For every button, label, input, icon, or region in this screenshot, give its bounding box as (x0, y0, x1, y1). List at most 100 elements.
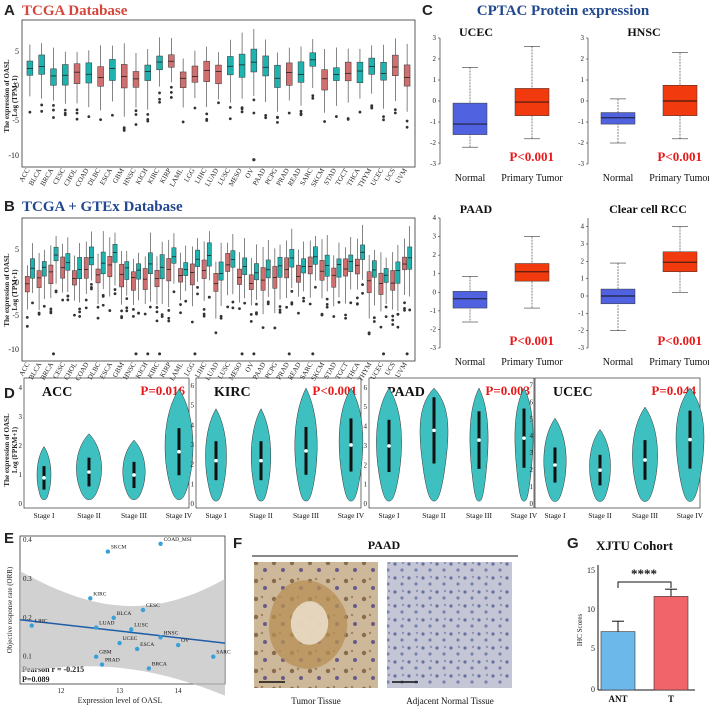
box (344, 61, 352, 82)
outlier (249, 312, 253, 316)
box (402, 256, 407, 271)
outlier (202, 314, 206, 318)
scatter-point-label: COAD_MSI (164, 537, 192, 543)
box (38, 54, 45, 75)
outlier (240, 352, 244, 356)
outlier (113, 288, 117, 291)
cptac-xlabel: Primary Tumor (649, 357, 709, 368)
bar-ant (600, 631, 636, 691)
outlier (302, 296, 306, 300)
outlier (252, 352, 256, 356)
scatter-point-label: HNSC (164, 630, 179, 636)
cancer-label-uvm: UVM (394, 166, 409, 185)
outlier (63, 113, 67, 117)
box (144, 64, 151, 81)
scatter-point (99, 662, 105, 667)
panel-f: F PAAD Tumor Tissue Adjacent Normal Tiss… (233, 535, 518, 706)
outlier (290, 289, 294, 293)
violin-ytick: 3 (364, 442, 368, 450)
violin-ytick: 0 (191, 500, 195, 508)
tumor-lumen-shape (290, 601, 329, 645)
tumor-tissue-label: Tumor Tissue (291, 696, 340, 706)
outlier (202, 312, 206, 316)
cptac-ytick: 4 (433, 214, 437, 222)
outlier (75, 108, 79, 112)
outlier (311, 96, 315, 100)
outlier (148, 305, 152, 309)
outlier (391, 318, 395, 322)
scatter-ytick: 0.3 (23, 575, 32, 583)
cptac-ytick: 1 (433, 76, 437, 84)
outlier (290, 301, 294, 305)
outlier (167, 319, 171, 323)
outlier (334, 115, 338, 118)
panel-b-ytick: 0 (15, 278, 19, 287)
outlier (52, 103, 55, 107)
violin-title: PAAD (387, 385, 425, 400)
outlier (393, 108, 397, 112)
outlier (297, 311, 300, 315)
panel-a-boxes (26, 29, 411, 162)
box (48, 264, 54, 285)
box (356, 61, 364, 83)
box (95, 268, 101, 284)
outlier (78, 307, 82, 311)
outlier (264, 114, 268, 117)
violin-ytick: 5 (530, 415, 534, 423)
violin-pvalue: P=0.016 (140, 383, 185, 398)
bar-label: ANT (608, 694, 627, 704)
cptac-title-2: PAAD (460, 202, 493, 216)
box (260, 267, 266, 291)
panel-b-ylabel: The expression of OASL (3, 253, 11, 327)
outlier (384, 305, 388, 309)
cancer-label-esca: ESCA (98, 167, 114, 187)
violin-median (42, 476, 46, 480)
outlier (167, 316, 171, 320)
panel-a-title: TCGA Database (22, 3, 128, 19)
outlier (134, 352, 138, 356)
outlier (37, 311, 41, 315)
outlier (169, 90, 173, 94)
outlier (73, 313, 76, 317)
outlier (243, 301, 247, 305)
panel-f-letter: F (233, 535, 242, 552)
outlier (299, 113, 303, 117)
scatter-regression-line (19, 618, 226, 644)
violin-median (87, 470, 91, 474)
box (41, 261, 47, 277)
box (171, 247, 177, 264)
outlier (120, 309, 124, 313)
box (156, 55, 163, 71)
box (366, 271, 372, 293)
outlier (391, 314, 395, 318)
outlier (25, 315, 29, 319)
outlier (158, 352, 162, 356)
panel-g-bracket (617, 581, 672, 588)
outlier (361, 291, 364, 295)
outlier (63, 108, 67, 112)
box (119, 263, 124, 288)
outlier (90, 286, 93, 289)
outlier (311, 352, 315, 356)
outlier (146, 112, 150, 116)
cptac-ytick: 1 (433, 270, 437, 278)
outlier (101, 294, 105, 298)
scatter-ci-band (20, 571, 225, 696)
violin-median (349, 443, 353, 447)
violin-ytick: 2 (364, 461, 368, 469)
outlier (278, 310, 282, 314)
normal-tissue-label: Adjacent Normal Tissue (406, 696, 494, 706)
box (248, 274, 254, 290)
outlier (396, 312, 400, 316)
panel-g-title: XJTU Cohort (596, 538, 674, 553)
outlier (370, 105, 374, 109)
panel-g-ytick: 15 (587, 566, 595, 575)
cptac-title-0: UCEC (459, 25, 493, 39)
outlier (240, 110, 244, 114)
cptac-pvalue: P<0.001 (657, 333, 702, 348)
panel-g-ytick: 10 (587, 605, 595, 614)
box (286, 62, 293, 86)
outlier (323, 120, 326, 123)
violin-median (688, 437, 692, 442)
violin-ytick: 1 (19, 471, 23, 479)
